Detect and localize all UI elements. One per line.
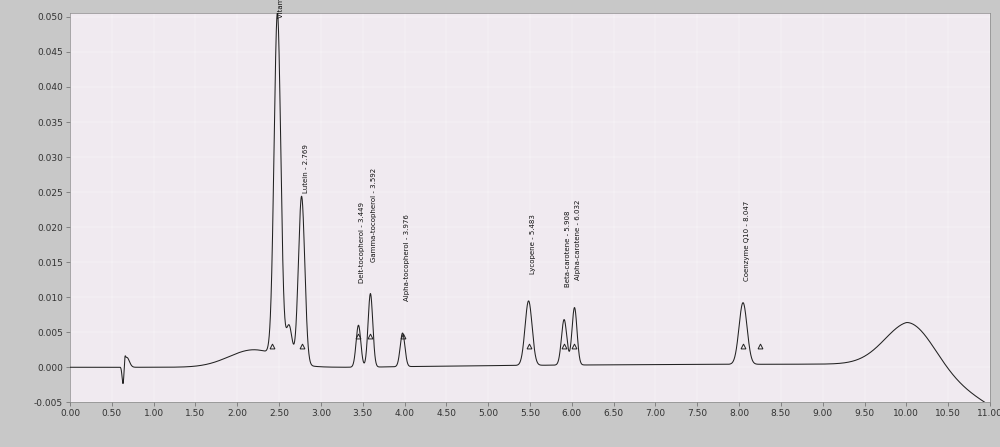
Text: Vitamin A - 2.480: Vitamin A - 2.480 [278,0,284,18]
Text: Lycopene - 5.483: Lycopene - 5.483 [530,214,536,274]
Text: Alpha-tocopherol - 3.976: Alpha-tocopherol - 3.976 [404,214,410,301]
Text: Coenzyme Q10 - 8.047: Coenzyme Q10 - 8.047 [744,201,750,281]
Text: Gamma-tocopherol - 3.592: Gamma-tocopherol - 3.592 [371,168,377,262]
Text: Alpha-carotene - 6.032: Alpha-carotene - 6.032 [575,199,581,280]
Text: Delt-tocopherol - 3.449: Delt-tocopherol - 3.449 [359,202,365,283]
Text: Lutein - 2.769: Lutein - 2.769 [303,145,309,194]
Text: Beta-carotene - 5.908: Beta-carotene - 5.908 [565,210,571,287]
